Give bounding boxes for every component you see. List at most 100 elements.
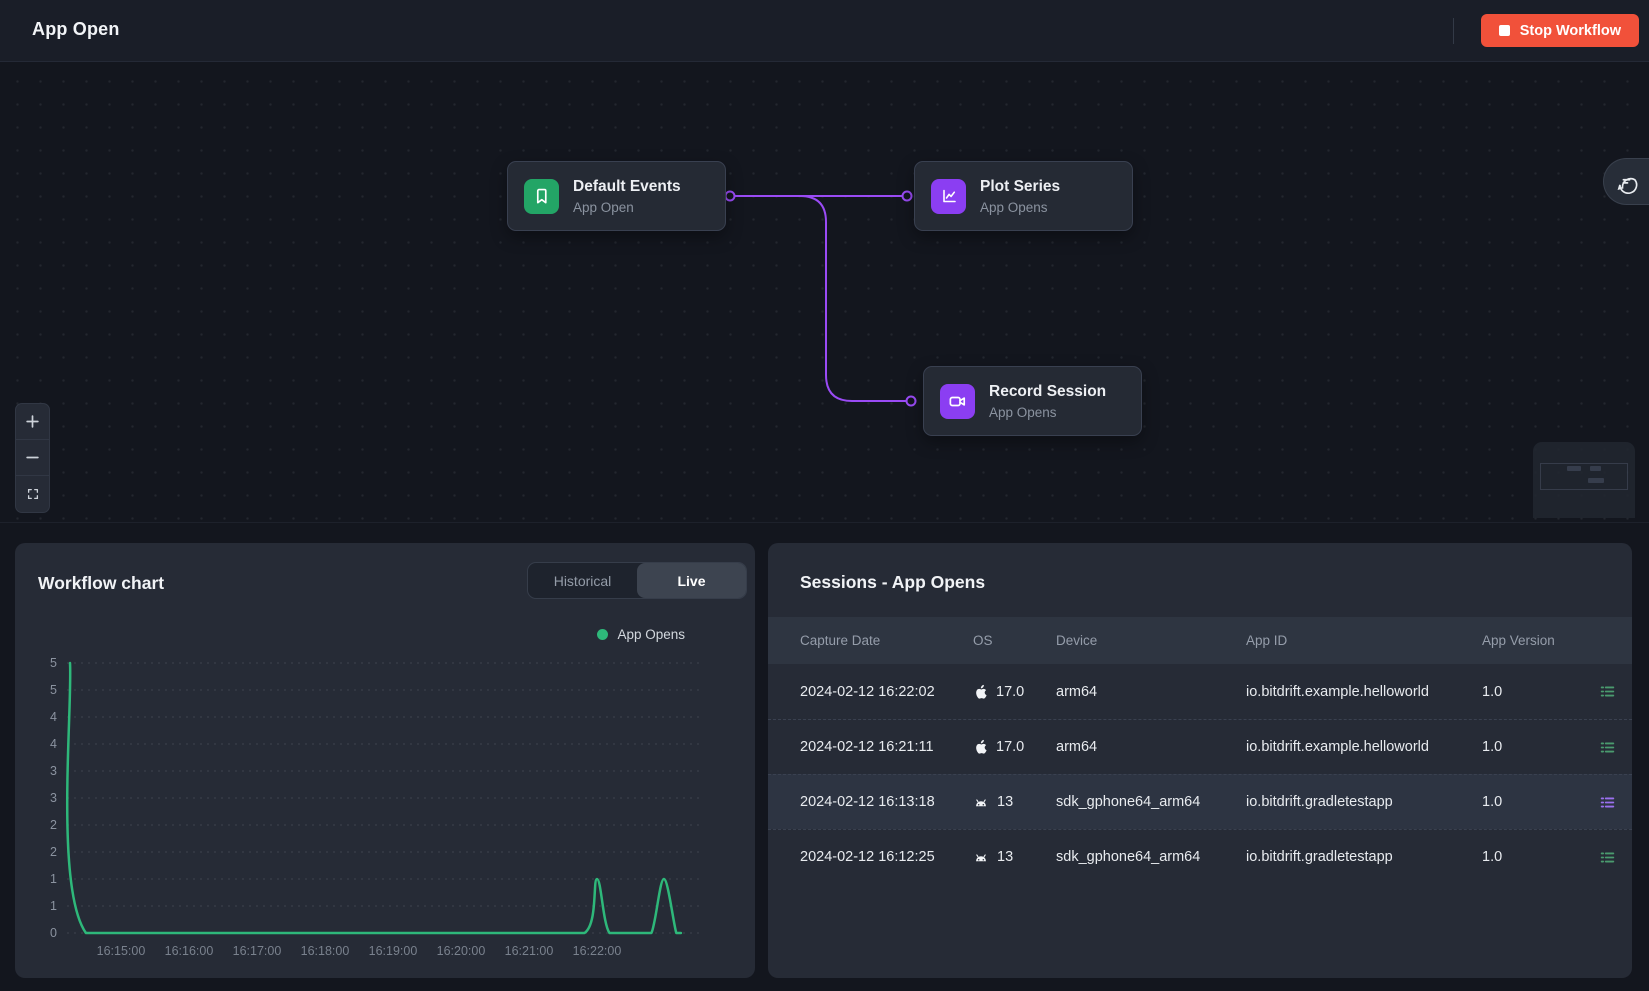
- view-session-logs-button[interactable]: [1597, 847, 1618, 868]
- view-session-logs-button[interactable]: [1597, 737, 1618, 758]
- edge-default-events-to-record-session: [726, 195, 908, 402]
- svg-text:16:21:00: 16:21:00: [505, 944, 554, 958]
- chart-legend: App Opens: [597, 627, 685, 642]
- os-version: 13: [997, 849, 1014, 865]
- capture-date-cell: 2024-02-12 16:21:11: [800, 739, 934, 755]
- column-capture-date: Capture Date: [800, 633, 881, 648]
- node-plot-series[interactable]: Plot Series App Opens: [914, 161, 1133, 231]
- zoom-in-button[interactable]: [16, 404, 49, 440]
- node-subtitle: App Open: [573, 199, 634, 215]
- app-version-cell: 1.0: [1482, 683, 1503, 700]
- minimap-viewport: [1540, 463, 1628, 490]
- device-cell: arm64: [1056, 739, 1098, 755]
- chat-bubble-icon: [1617, 177, 1638, 194]
- column-app-version: App Version: [1482, 633, 1555, 648]
- sessions-panel: Sessions - App Opens Capture Date OS Dev…: [768, 543, 1632, 978]
- svg-text:1: 1: [50, 872, 57, 886]
- node-title: Default Events: [573, 178, 681, 196]
- video-camera-icon: [940, 383, 975, 419]
- row-actions-cell: [1562, 737, 1618, 758]
- svg-text:16:18:00: 16:18:00: [301, 944, 350, 958]
- line-chart-icon: [931, 178, 966, 214]
- capture-date-cell: 2024-02-12 16:22:02: [800, 683, 935, 700]
- canvas-zoom-controls: [15, 403, 50, 513]
- svg-text:16:15:00: 16:15:00: [97, 944, 146, 958]
- svg-text:16:22:00: 16:22:00: [573, 944, 622, 958]
- session-row[interactable]: 2024-02-12 16:13:18 13 sdk_gphone64_arm64…: [768, 774, 1632, 829]
- app-id-cell: io.bitdrift.example.helloworld: [1246, 739, 1429, 755]
- feedback-chat-tab[interactable]: [1603, 158, 1649, 205]
- apple-icon: [976, 739, 987, 754]
- list-icon: [1600, 852, 1615, 862]
- capture-date-cell: 2024-02-12 16:13:18: [800, 794, 935, 810]
- list-icon: [1600, 742, 1615, 752]
- svg-text:3: 3: [50, 764, 57, 778]
- sessions-table-header: Capture Date OS Device App ID App Versio…: [768, 617, 1632, 664]
- workflow-chart-title: Workflow chart: [38, 573, 165, 593]
- os-cell: 13: [973, 849, 1056, 865]
- app-version-cell: 1.0: [1482, 849, 1503, 865]
- tab-historical[interactable]: Historical: [528, 563, 637, 598]
- svg-text:5: 5: [50, 683, 57, 697]
- list-icon: [1600, 797, 1615, 807]
- svg-text:16:16:00: 16:16:00: [165, 944, 214, 958]
- minimap-node: [1588, 478, 1604, 483]
- minus-icon: [26, 456, 39, 459]
- svg-text:1: 1: [50, 899, 57, 913]
- workflow-edges: [724, 190, 917, 407]
- top-bar: App Open Stop Workflow: [0, 0, 1649, 62]
- svg-text:2: 2: [50, 818, 57, 832]
- stop-workflow-label: Stop Workflow: [1519, 22, 1621, 39]
- view-session-logs-button[interactable]: [1597, 681, 1618, 702]
- node-default-events[interactable]: Default Events App Open: [507, 161, 726, 231]
- page-title: App Open: [32, 19, 120, 39]
- topbar-divider: [1453, 18, 1454, 44]
- svg-text:4: 4: [50, 710, 57, 724]
- workflow-canvas[interactable]: Default Events App Open Plot Series App …: [0, 62, 1649, 523]
- plus-icon: [26, 415, 39, 428]
- column-app-id: App ID: [1246, 633, 1288, 648]
- list-icon: [1600, 686, 1615, 697]
- svg-text:5: 5: [50, 656, 57, 670]
- stop-workflow-button[interactable]: Stop Workflow: [1480, 14, 1639, 47]
- capture-date-cell: 2024-02-12 16:12:25: [800, 849, 935, 865]
- session-row[interactable]: 2024-02-12 16:21:11 17.0 arm64 io.bitdrift…: [768, 719, 1632, 774]
- os-cell: 17.0: [973, 739, 1056, 755]
- sessions-table-body: 2024-02-12 16:22:02 17.0 arm64 io.bitdrift…: [768, 664, 1632, 884]
- fit-view-button[interactable]: [16, 476, 49, 512]
- svg-text:3: 3: [50, 791, 57, 805]
- zoom-out-button[interactable]: [16, 440, 49, 476]
- chart-mode-toggle: Historical Live: [527, 562, 747, 599]
- minimap-node: [1567, 466, 1581, 471]
- app-id-cell: io.bitdrift.gradletestapp: [1246, 794, 1393, 810]
- view-session-logs-button[interactable]: [1597, 792, 1618, 813]
- node-subtitle: App Opens: [980, 199, 1048, 215]
- legend-label: App Opens: [617, 627, 685, 642]
- node-record-session[interactable]: Record Session App Opens: [923, 366, 1142, 436]
- stop-icon: [1498, 25, 1510, 36]
- session-row[interactable]: 2024-02-12 16:22:02 17.0 arm64 io.bitdrift…: [768, 664, 1632, 719]
- tab-live[interactable]: Live: [637, 563, 746, 598]
- app-id-cell: io.bitdrift.example.helloworld: [1246, 683, 1429, 700]
- session-row[interactable]: 2024-02-12 16:12:25 13 sdk_gphone64_arm64…: [768, 829, 1632, 884]
- device-cell: sdk_gphone64_arm64: [1056, 794, 1201, 810]
- android-icon: [976, 798, 986, 806]
- node-title: Plot Series: [980, 178, 1061, 196]
- canvas-minimap[interactable]: [1533, 442, 1635, 518]
- app-id-cell: io.bitdrift.gradletestapp: [1246, 849, 1393, 865]
- svg-text:16:19:00: 16:19:00: [369, 944, 418, 958]
- os-version: 13: [997, 794, 1014, 810]
- apple-icon: [976, 684, 987, 699]
- os-version: 17.0: [996, 739, 1025, 755]
- bookmark-icon: [524, 178, 559, 214]
- device-cell: sdk_gphone64_arm64: [1056, 849, 1201, 865]
- svg-text:2: 2: [50, 845, 57, 859]
- legend-dot: [597, 629, 609, 640]
- column-os: OS: [973, 633, 993, 648]
- fit-view-icon: [27, 488, 38, 500]
- app-opens-line-chart: 5 5 4 4 3 3 2 2 1 1 0 16:15:00 16:16:00 16:17:00 16:18…: [50, 656, 703, 958]
- svg-text:16:20:00: 16:20:00: [437, 944, 486, 958]
- device-cell: arm64: [1056, 683, 1098, 700]
- app-version-cell: 1.0: [1482, 794, 1503, 810]
- column-device: Device: [1056, 633, 1098, 648]
